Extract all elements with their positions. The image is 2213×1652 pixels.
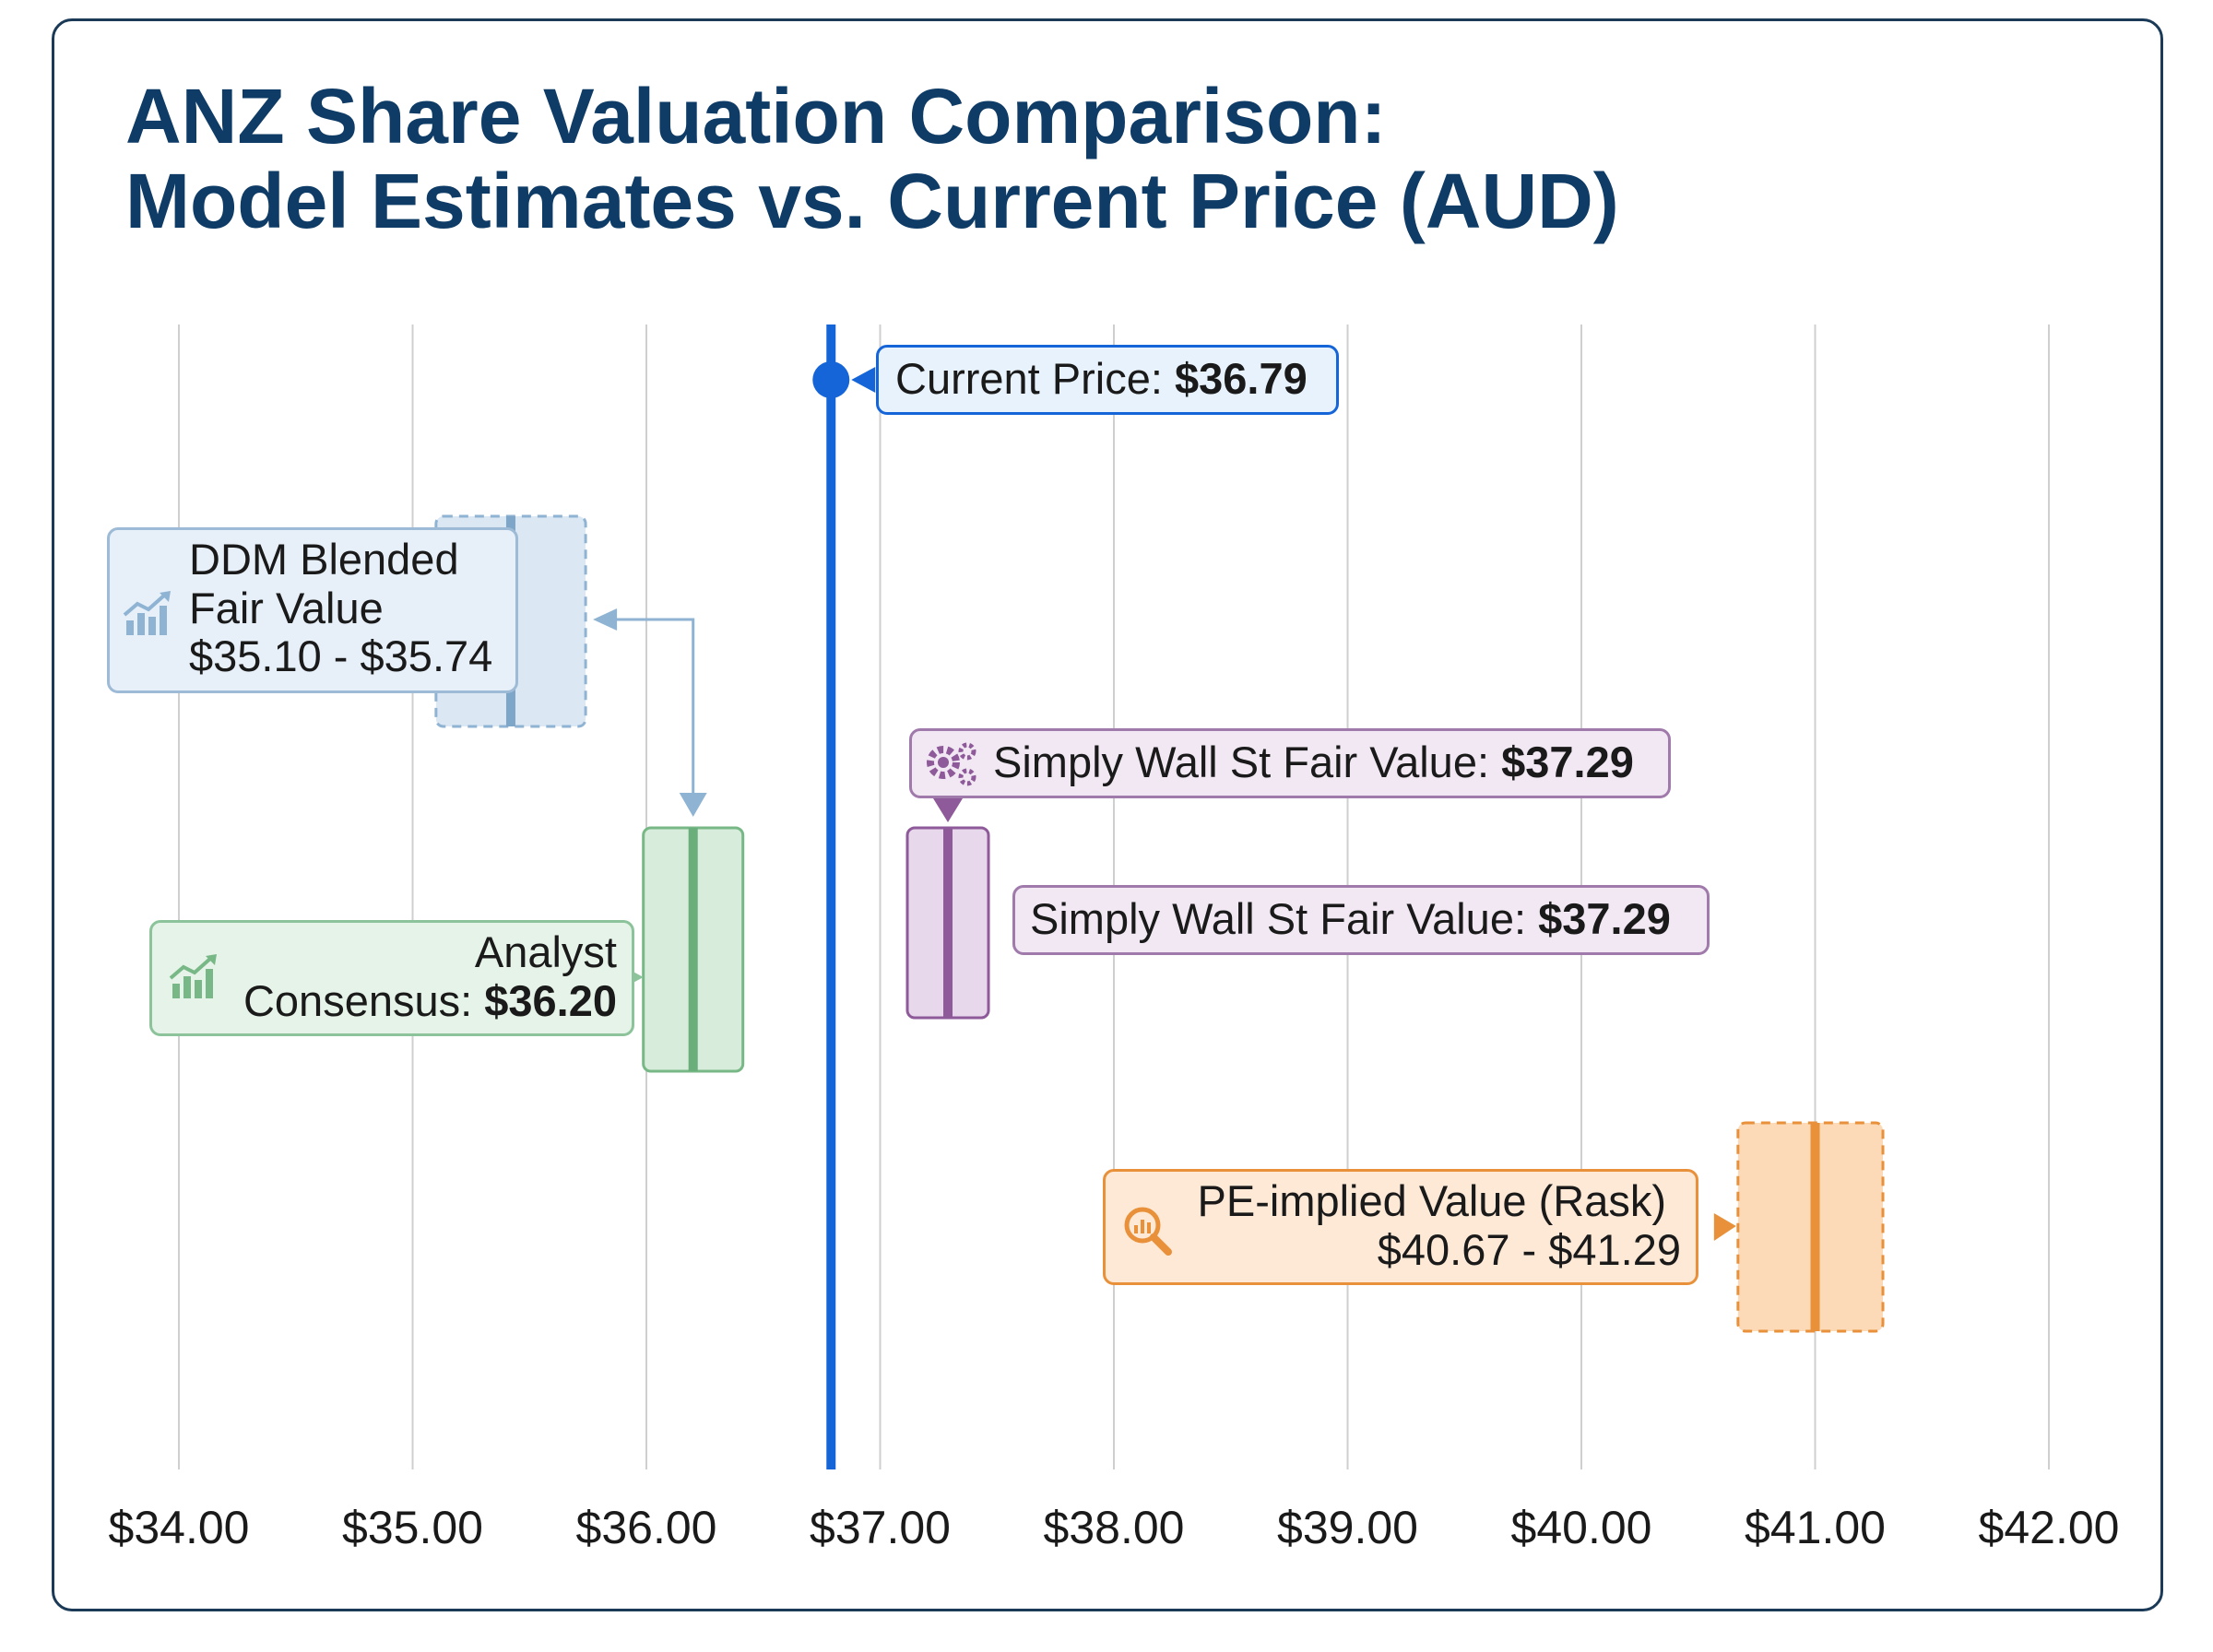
current-price-value: $36.79	[1174, 354, 1308, 403]
chart-title-line-2: Model Estimates vs. Current Price (AUD)	[125, 158, 1619, 244]
x-tick-label: $41.00	[1745, 1502, 1886, 1553]
current-price-pointer	[851, 367, 876, 393]
current-price-label: Current Price:	[895, 354, 1175, 403]
simply-label-side: Simply Wall St Fair Value:	[1030, 894, 1539, 943]
ddm-label-line-2: Fair Value	[189, 583, 384, 632]
connector-arrowhead-down	[679, 793, 707, 817]
pe-range-label: $40.67 - $41.29	[1377, 1224, 1681, 1274]
x-tick-label: $40.00	[1510, 1502, 1652, 1553]
pe-callout-pointer	[1713, 1213, 1736, 1241]
current-price-callout: Current Price: $36.79	[876, 345, 1339, 415]
x-tick-label: $39.00	[1277, 1502, 1418, 1553]
analyst-callout: Analyst Consensus: $36.20	[149, 920, 634, 1036]
current-price-marker	[812, 361, 850, 398]
analyst-value: $36.20	[484, 975, 617, 1025]
growth-chart-icon	[123, 591, 171, 635]
simply-top-callout-pointer	[933, 798, 964, 822]
chart-title-line-1: ANZ Share Valuation Comparison:	[125, 73, 1387, 159]
ddm-analyst-connector	[611, 618, 695, 800]
chart-frame	[52, 18, 2163, 1611]
pe-label-line-1: PE-implied Value (Rask)	[1197, 1176, 1666, 1225]
simply-wall-st-callout-top: Simply Wall St Fair Value: $37.29	[909, 728, 1671, 798]
gears-icon	[927, 742, 976, 786]
x-tick-label: $35.00	[342, 1502, 483, 1553]
growth-chart-icon	[169, 954, 217, 998]
ddm-label-line-1: DDM Blended	[189, 535, 459, 584]
simply-wall-st-callout-side: Simply Wall St Fair Value: $37.29	[1012, 885, 1710, 955]
analyst-label-line-1: Analyst	[474, 927, 617, 976]
x-tick-label: $37.00	[810, 1502, 951, 1553]
pe-implied-range-band	[1736, 1121, 1885, 1333]
ddm-callout: DDM Blended Fair Value $35.10 - $35.74	[107, 527, 518, 693]
analyst-label-line-2: Consensus:	[243, 975, 485, 1025]
connector-arrowhead-left	[593, 608, 618, 631]
simply-label-top: Simply Wall St Fair Value:	[993, 738, 1502, 786]
simply-value-top: $37.29	[1501, 738, 1634, 786]
x-tick-label: $34.00	[108, 1502, 250, 1553]
x-tick-label: $42.00	[1978, 1502, 2120, 1553]
ddm-range-label: $35.10 - $35.74	[189, 631, 493, 681]
pe-implied-callout: PE-implied Value (Rask) $40.67 - $41.29	[1103, 1169, 1698, 1285]
x-tick-label: $38.00	[1043, 1502, 1185, 1553]
magnifier-chart-icon	[1124, 1207, 1172, 1256]
x-tick-label: $36.00	[575, 1502, 717, 1553]
simply-value-side: $37.29	[1538, 894, 1671, 943]
